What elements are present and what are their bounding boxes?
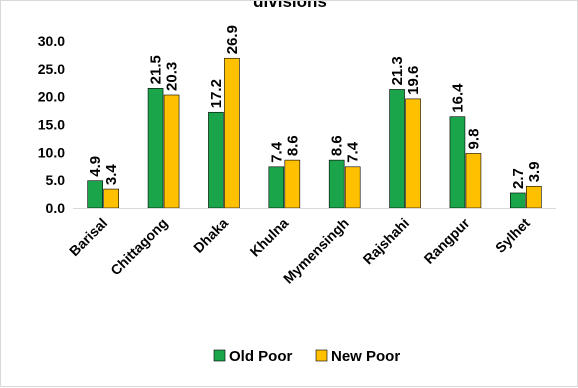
data-label: 21.3 xyxy=(389,56,406,85)
y-tick-label: 0.0 xyxy=(46,200,66,216)
y-axis: 0.0 5.0 10.0 15.0 20.0 25.0 30.0 xyxy=(38,33,65,216)
legend: Old Poor New Poor xyxy=(213,348,400,365)
y-tick-label: 15.0 xyxy=(38,117,65,133)
bar-new-poor xyxy=(224,57,240,209)
category-label: Dhaka xyxy=(190,215,231,256)
legend-label: Old Poor xyxy=(229,348,292,365)
bar-new-poor xyxy=(163,94,180,209)
data-label: 20.3 xyxy=(164,62,181,91)
data-label: 17.2 xyxy=(208,79,225,108)
data-label: 8.6 xyxy=(329,135,346,156)
data-label: 21.5 xyxy=(148,55,165,84)
legend-label: New Poor xyxy=(331,348,400,365)
legend-swatch xyxy=(315,349,328,362)
bar-old-poor xyxy=(449,116,466,209)
y-tick-label: 20.0 xyxy=(38,89,65,105)
data-label: 26.9 xyxy=(224,25,241,54)
legend-swatch xyxy=(213,349,226,362)
data-label: 3.4 xyxy=(103,164,120,186)
bar-old-poor xyxy=(208,111,224,209)
bar-new-poor xyxy=(465,153,482,209)
bar-old-poor xyxy=(328,159,345,209)
bar-new-poor xyxy=(526,185,542,209)
data-label: 7.4 xyxy=(345,141,362,163)
category-label: Barisal xyxy=(66,215,110,259)
bars xyxy=(87,57,542,209)
data-label: 9.8 xyxy=(465,129,482,150)
data-label: 16.4 xyxy=(449,83,466,113)
bar-new-poor xyxy=(284,159,301,209)
bar-old-poor xyxy=(268,166,285,209)
category-label: Rajshahi xyxy=(360,215,413,268)
chart-title: divisions xyxy=(253,1,327,11)
bar-old-poor xyxy=(147,88,164,209)
y-tick-label: 10.0 xyxy=(38,144,65,160)
y-tick-label: 30.0 xyxy=(38,33,65,49)
data-label: 19.6 xyxy=(405,66,422,95)
category-label: Chittagong xyxy=(107,215,171,279)
bar-new-poor xyxy=(405,98,421,209)
y-tick-label: 5.0 xyxy=(46,172,66,188)
bar-new-poor xyxy=(344,166,361,209)
y-tick-label: 25.0 xyxy=(38,61,65,77)
data-label: 2.7 xyxy=(510,168,527,189)
bar-old-poor xyxy=(87,180,103,209)
data-label: 4.9 xyxy=(87,156,104,177)
data-label: 3.9 xyxy=(526,161,543,182)
data-labels: 4.9 3.421.5 20.317.226.97.4 8.6 8.6 7.421.3 19… xyxy=(87,25,543,189)
bar-old-poor xyxy=(389,89,405,209)
category-label: Rangpur xyxy=(421,214,473,266)
data-label: 7.4 xyxy=(268,141,285,163)
data-label: 8.6 xyxy=(284,135,301,156)
bar-old-poor xyxy=(510,192,526,209)
bar-new-poor xyxy=(103,188,119,209)
category-label: Sylhet xyxy=(492,215,533,256)
category-label: Khulna xyxy=(247,215,292,260)
